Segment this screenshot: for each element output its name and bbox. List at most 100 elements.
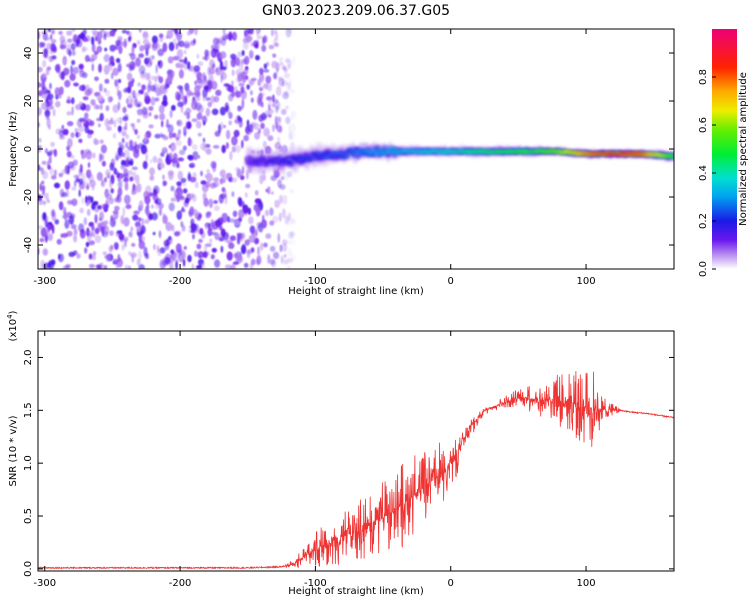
noise-blob [125, 156, 131, 164]
noise-blob [115, 39, 121, 46]
ridge-cell [260, 157, 265, 160]
noise-blob [119, 117, 123, 125]
noise-blob [97, 222, 101, 233]
noise-blob [110, 215, 114, 222]
ridge-cell [325, 151, 330, 154]
noise-blob [153, 243, 156, 251]
noise-blob [265, 233, 272, 239]
ridge-cell [287, 160, 293, 163]
noise-blob [280, 108, 287, 115]
noise-blob [206, 172, 213, 183]
noise-blob [50, 259, 56, 266]
noise-blob [98, 123, 101, 128]
ridge-cell [373, 152, 379, 155]
ridge-cell [291, 162, 296, 164]
noise-blob [78, 101, 83, 107]
noise-blob [66, 150, 72, 158]
noise-blob [131, 78, 135, 83]
noise-blob [184, 49, 187, 55]
noise-blob [235, 69, 241, 76]
noise-blob [221, 144, 226, 154]
noise-blob [142, 31, 149, 41]
noise-blob [175, 140, 182, 147]
noise-blob [112, 210, 119, 215]
ridge-cell [317, 157, 322, 161]
noise-blob [152, 194, 159, 201]
noise-blob [205, 148, 212, 155]
noise-blob [118, 45, 123, 55]
noise-blob [187, 254, 192, 263]
noise-blob [162, 135, 169, 141]
noise-blob [258, 114, 264, 123]
ridge-cell [276, 156, 281, 159]
noise-blob [58, 253, 61, 260]
noise-blob [230, 57, 237, 68]
noise-blob [103, 33, 107, 40]
noise-blob [123, 38, 127, 49]
noise-blob [144, 92, 149, 99]
noise-blob [202, 137, 206, 143]
noise-blob [131, 166, 138, 171]
ridge-cell [268, 158, 273, 161]
noise-blob [51, 29, 55, 35]
noise-blob [42, 248, 49, 256]
noise-blob [135, 98, 139, 106]
noise-blob [232, 210, 238, 218]
noise-blob [224, 102, 229, 112]
noise-blob [88, 240, 96, 246]
noise-blob [38, 137, 42, 143]
ridge-cell [258, 160, 263, 162]
noise-blob [263, 127, 270, 137]
noise-blob [253, 122, 260, 131]
noise-blob [231, 69, 235, 76]
x-tick-label: -300 [33, 276, 56, 287]
noise-blob [67, 161, 75, 169]
noise-blob [50, 141, 55, 147]
noise-blob [54, 219, 60, 225]
noise-blob [73, 34, 78, 40]
noise-blob [250, 42, 254, 47]
noise-blob [218, 123, 222, 134]
noise-blob [196, 95, 201, 102]
noise-blob [283, 253, 287, 258]
noise-blob [134, 128, 138, 135]
noise-blob [224, 237, 230, 243]
noise-blob [66, 121, 74, 127]
noise-blob [180, 177, 187, 184]
noise-blob [190, 223, 197, 232]
noise-blob [235, 77, 241, 83]
noise-blob [219, 106, 226, 116]
noise-blob [107, 120, 115, 125]
noise-blob [204, 223, 208, 230]
noise-blob [209, 67, 215, 75]
noise-blob [228, 120, 232, 126]
x-tick-label: -100 [304, 578, 327, 589]
ridge-cell [281, 158, 286, 161]
noise-blob [64, 219, 70, 230]
noise-blob [58, 30, 63, 35]
noise-blob [39, 183, 43, 192]
noise-blob [287, 170, 293, 178]
x-tick-label: -200 [169, 276, 192, 287]
noise-blob [229, 218, 236, 223]
noise-blob [129, 139, 134, 147]
noise-blob [151, 35, 158, 44]
noise-blob [94, 50, 99, 56]
noise-blob [260, 75, 264, 84]
noise-blob [59, 44, 67, 50]
noise-blob [208, 83, 212, 93]
noise-blob [53, 182, 61, 189]
noise-blob [280, 255, 284, 264]
noise-blob [71, 186, 77, 191]
noise-blob [279, 62, 284, 66]
noise-blob [95, 264, 102, 269]
noise-blob [50, 43, 56, 52]
noise-blob [64, 180, 71, 190]
noise-blob [176, 187, 183, 197]
noise-blob [231, 90, 236, 98]
noise-blob [237, 115, 241, 121]
noise-blob [211, 108, 219, 116]
noise-blob [146, 84, 151, 93]
noise-blob [257, 128, 261, 134]
noise-blob [252, 109, 258, 120]
